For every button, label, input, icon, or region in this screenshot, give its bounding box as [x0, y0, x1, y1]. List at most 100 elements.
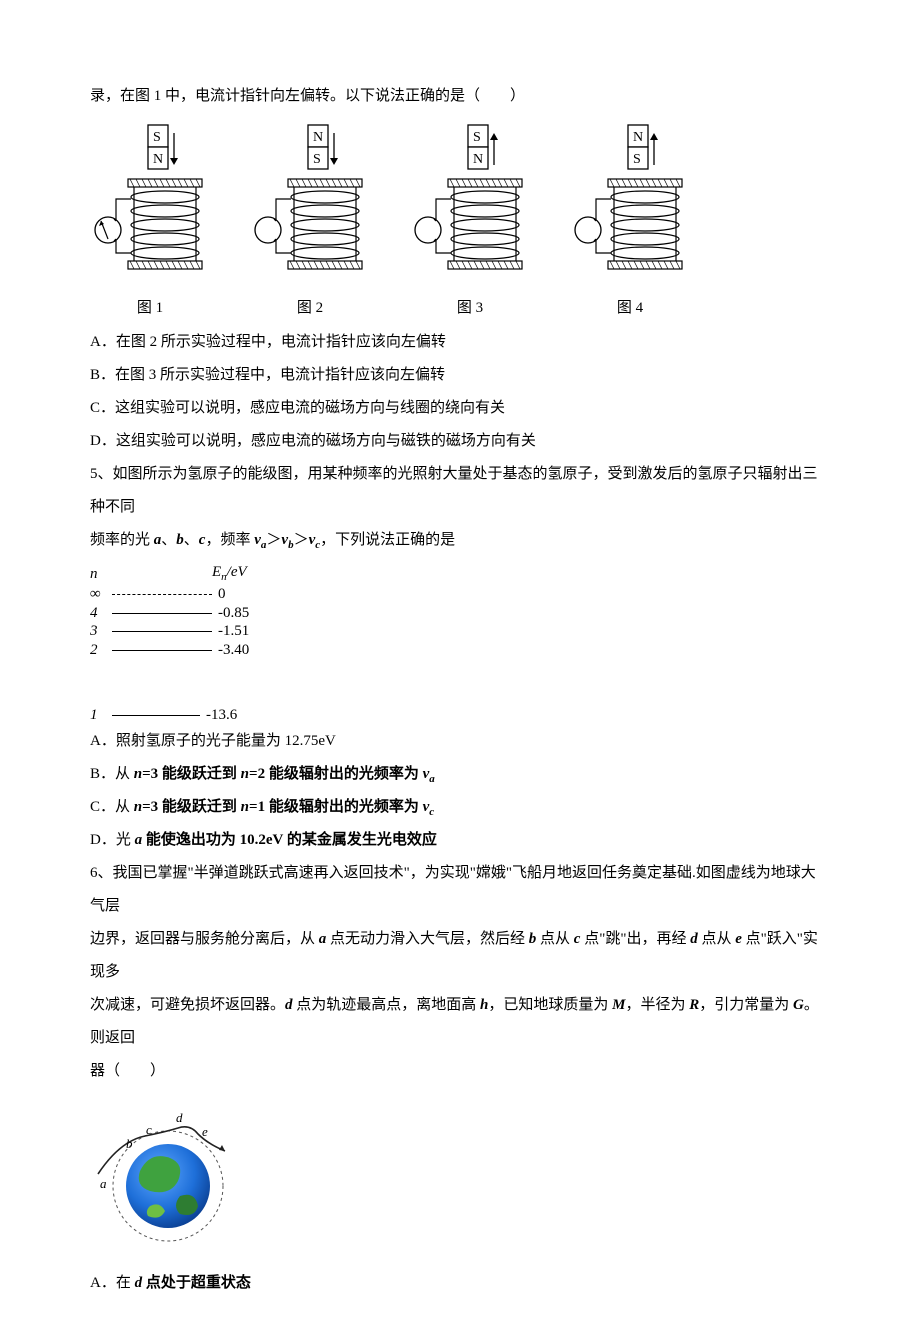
energy-val: -3.40: [218, 641, 249, 660]
energy-level-row: 2 -3.40: [90, 641, 830, 660]
energy-header-e: En/eV: [212, 563, 247, 585]
q5-option-d: D．光 a 能使逸出功为 10.2eV 的某金属发生光电效应: [90, 824, 830, 857]
earth-label-b: b: [126, 1136, 133, 1151]
energy-level-1: 1 -13.6: [90, 706, 830, 725]
q6-l3-R: R: [689, 997, 699, 1013]
q5-mid: ，频率: [205, 532, 254, 548]
earth-diagram: a b c d e: [90, 1096, 830, 1259]
q5-tail: ，下列说法正确的是: [320, 532, 455, 548]
svg-text:N: N: [153, 152, 163, 167]
energy-val: -0.85: [218, 604, 249, 623]
energy-header-n: n: [90, 565, 112, 584]
q5b-sub: a: [429, 773, 435, 785]
energy-n: 3: [90, 622, 112, 641]
energy-line: [112, 613, 212, 614]
q6-l3-d: d: [285, 997, 293, 1013]
q6-l2-m1: 点无动力滑入大气层，然后经: [326, 931, 529, 947]
energy-line: [112, 631, 212, 632]
svg-text:S: S: [313, 152, 321, 167]
q5c-pre: C．从: [90, 799, 134, 815]
earth-label-e: e: [202, 1124, 208, 1139]
energy-n: 2: [90, 641, 112, 660]
q6-l2-m4: 点从: [698, 931, 736, 947]
q6-l3-m2: ，已知地球质量为: [488, 997, 612, 1013]
q6-l3-G: G: [793, 997, 804, 1013]
energy-n: ∞: [90, 585, 112, 604]
q5-stem2-pre: 频率的光: [90, 532, 154, 548]
energy-val: 0: [218, 585, 226, 604]
energy-line: [112, 650, 212, 651]
q6-line1: 6、我国已掌握"半弹道跳跃式高速再入返回技术"，为实现"嫦娥"飞船月地返回任务奠…: [90, 857, 830, 923]
q6-l3-m3: ，半径为: [625, 997, 689, 1013]
energy-n: 4: [90, 604, 112, 623]
q5-va: v: [254, 532, 261, 548]
svg-text:S: S: [633, 152, 641, 167]
q5-gt2: ＞: [294, 532, 309, 548]
q6a-tail: 点处于超重状态: [142, 1275, 251, 1291]
q6-line3: 次减速，可避免损坏返回器。d 点为轨迹最高点，离地面高 h，已知地球质量为 M，…: [90, 989, 830, 1055]
earth-label-d: d: [176, 1110, 183, 1125]
svg-text:N: N: [313, 130, 323, 145]
coil-fig-2: NS 图 2: [250, 121, 370, 322]
q5-option-a: A．照射氢原子的光子能量为 12.75eV: [90, 725, 830, 758]
q5c-n1: n: [134, 799, 142, 815]
q4-intro: 录，在图 1 中，电流计指针向左偏转。以下说法正确的是（ ）: [90, 80, 830, 113]
q6-line2: 边界，返回器与服务舱分离后，从 a 点无动力滑入大气层，然后经 b 点从 c 点…: [90, 923, 830, 989]
q6-l3-m1: 点为轨迹最高点，离地面高: [293, 997, 481, 1013]
coil-svg-2: NS: [250, 121, 370, 291]
q4-option-a: A．在图 2 所示实验过程中，电流计指针应该向左偏转: [90, 326, 830, 359]
energy-n-1: 1: [90, 706, 112, 725]
fig-label-3: 图 3: [410, 295, 530, 322]
energy-header: n En/eV: [90, 563, 830, 585]
energy-level-row: 4 -0.85: [90, 604, 830, 623]
q5-sep1: 、: [161, 532, 176, 548]
energy-level-row: ∞0: [90, 585, 830, 604]
q6-l2-e: e: [735, 931, 742, 947]
q6-l3-M: M: [612, 997, 625, 1013]
earth-label-c: c: [146, 1122, 152, 1137]
coil-diagram-row: SN 图 1 NS 图 2 SN 图 3 NS 图 4: [90, 121, 830, 322]
q6-l2-m2: 点从: [536, 931, 574, 947]
q5c-n2: n: [241, 799, 249, 815]
coil-svg-4: NS: [570, 121, 690, 291]
q5b-m1: =3 能级跃迁到: [142, 766, 241, 782]
q5-option-c: C．从 n=3 能级跃迁到 n=1 能级辐射出的光频率为 vc: [90, 791, 830, 824]
q5-stem-line2: 频率的光 a、b、c，频率 va＞vb＞vc，下列说法正确的是: [90, 524, 830, 557]
q5d-pre: D．光: [90, 832, 135, 848]
q5-b: b: [176, 532, 184, 548]
q4-option-c: C．这组实验可以说明，感应电流的磁场方向与线圈的绕向有关: [90, 392, 830, 425]
coil-fig-1: SN 图 1: [90, 121, 210, 322]
q5-stem-line1: 5、如图所示为氢原子的能级图，用某种频率的光照射大量处于基态的氢原子，受到激发后…: [90, 458, 830, 524]
energy-level-row: 3 -1.51: [90, 622, 830, 641]
fig-label-4: 图 4: [570, 295, 690, 322]
fig-label-1: 图 1: [90, 295, 210, 322]
svg-text:N: N: [633, 130, 643, 145]
coil-svg-3: SN: [410, 121, 530, 291]
svg-text:S: S: [473, 130, 481, 145]
q5-option-b: B．从 n=3 能级跃迁到 n=2 能级辐射出的光频率为 va: [90, 758, 830, 791]
q5d-tail: 能使逸出功为 10.2eV 的某金属发生光电效应: [142, 832, 437, 848]
q5c-sub: c: [429, 806, 434, 818]
energy-val: -1.51: [218, 622, 249, 641]
coil-svg-1: SN: [90, 121, 210, 291]
q5-sep2: 、: [184, 532, 199, 548]
q6a-pre: A．在: [90, 1275, 135, 1291]
q6-l2-pre: 边界，返回器与服务舱分离后，从: [90, 931, 319, 947]
q5b-m2: =2 能级辐射出的光频率为: [249, 766, 423, 782]
q5b-n2: n: [241, 766, 249, 782]
energy-levels-container: ∞04-0.853-1.512-3.40: [90, 585, 830, 660]
q5c-m1: =3 能级跃迁到: [142, 799, 241, 815]
q6-l3-m4: ，引力常量为: [699, 997, 793, 1013]
earth-svg: a b c d e: [90, 1096, 250, 1246]
q5d-a: a: [135, 832, 143, 848]
svg-text:N: N: [473, 152, 483, 167]
q5c-m2: =1 能级辐射出的光频率为: [249, 799, 423, 815]
q5b-n1: n: [134, 766, 142, 782]
q6-l2-d: d: [690, 931, 698, 947]
energy-line: [112, 594, 212, 595]
energy-val-1: -13.6: [206, 706, 237, 725]
svg-text:S: S: [153, 130, 161, 145]
coil-fig-3: SN 图 3: [410, 121, 530, 322]
q6-option-a: A．在 d 点处于超重状态: [90, 1267, 830, 1300]
q4-option-d: D．这组实验可以说明，感应电流的磁场方向与磁铁的磁场方向有关: [90, 425, 830, 458]
